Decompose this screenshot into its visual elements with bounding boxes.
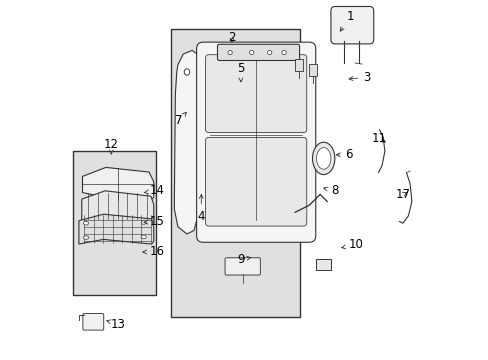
Ellipse shape	[267, 50, 271, 55]
Ellipse shape	[249, 50, 253, 55]
Text: 9: 9	[237, 253, 250, 266]
Text: 4: 4	[197, 194, 204, 222]
Polygon shape	[81, 191, 153, 221]
Text: 5: 5	[237, 62, 244, 82]
FancyBboxPatch shape	[217, 44, 299, 60]
Bar	[309, 64, 317, 76]
FancyBboxPatch shape	[224, 258, 260, 275]
Text: 6: 6	[336, 148, 352, 161]
Bar	[73, 151, 156, 295]
Ellipse shape	[184, 69, 189, 75]
Text: 3: 3	[348, 71, 370, 84]
Text: 11: 11	[371, 132, 386, 145]
Polygon shape	[79, 214, 153, 244]
Bar	[316, 259, 330, 270]
FancyBboxPatch shape	[205, 55, 306, 132]
Text: 17: 17	[395, 188, 409, 201]
Ellipse shape	[316, 148, 330, 169]
Text: 10: 10	[341, 238, 363, 251]
FancyBboxPatch shape	[196, 42, 315, 242]
Ellipse shape	[141, 235, 146, 239]
Bar	[170, 29, 300, 317]
Text: 7: 7	[175, 112, 186, 127]
FancyBboxPatch shape	[330, 6, 373, 44]
FancyBboxPatch shape	[82, 314, 103, 330]
Polygon shape	[82, 167, 153, 202]
FancyBboxPatch shape	[205, 138, 306, 226]
Text: 16: 16	[142, 246, 164, 258]
Text: 2: 2	[228, 31, 235, 44]
Text: 13: 13	[106, 318, 126, 330]
Bar	[294, 59, 302, 71]
Text: 12: 12	[103, 138, 119, 154]
Polygon shape	[174, 50, 201, 234]
Text: 8: 8	[323, 184, 338, 197]
Ellipse shape	[227, 50, 232, 55]
Text: 1: 1	[340, 10, 354, 31]
Text: 14: 14	[144, 184, 164, 197]
Ellipse shape	[312, 142, 334, 175]
Text: 15: 15	[143, 215, 164, 228]
Ellipse shape	[83, 221, 88, 225]
Ellipse shape	[83, 236, 88, 239]
Ellipse shape	[141, 221, 146, 224]
Ellipse shape	[282, 50, 285, 55]
